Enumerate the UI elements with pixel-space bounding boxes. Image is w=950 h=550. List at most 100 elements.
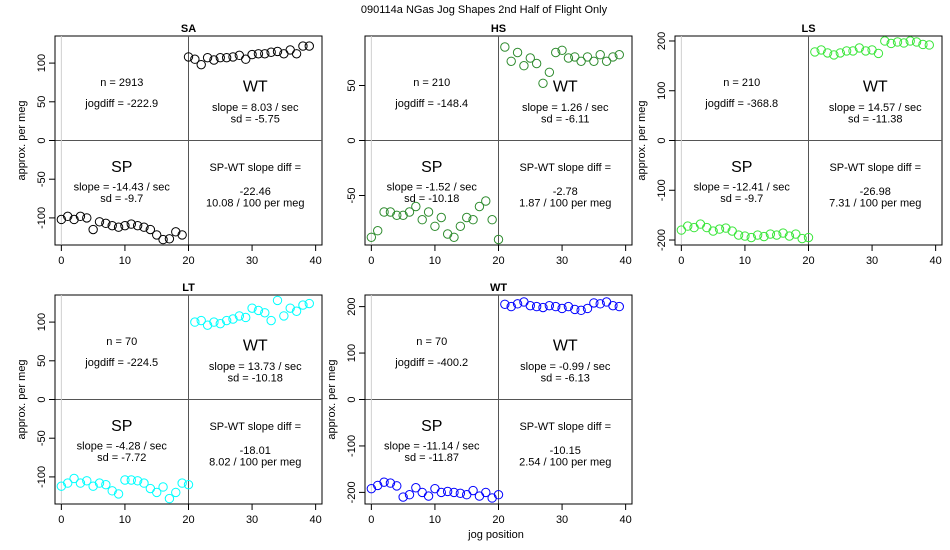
y-tick-label: 0	[36, 137, 48, 143]
y-tick-label: -100	[656, 179, 668, 201]
data-point	[525, 53, 535, 63]
data-point	[69, 214, 79, 225]
data-point	[487, 215, 497, 225]
data-point	[63, 478, 73, 488]
data-point	[260, 49, 270, 59]
data-point	[145, 224, 156, 235]
jogdiff-label: jogdiff = -368.8	[704, 98, 778, 110]
data-point	[544, 67, 555, 78]
sp-label: SP	[731, 159, 752, 176]
y-tick-label: -100	[346, 435, 358, 457]
data-point	[164, 493, 175, 504]
data-point	[714, 224, 725, 234]
data-point	[379, 477, 389, 487]
annotations: n = 2913 jogdiff = -222.9 WT slope = 8.03 /…	[74, 77, 305, 209]
data-point	[525, 300, 535, 311]
x-tick-label: 20	[802, 255, 814, 267]
x-tick-label: 20	[182, 514, 194, 526]
y-tick-label: 100	[36, 313, 48, 331]
data-point	[366, 232, 377, 243]
data-point	[589, 56, 599, 66]
data-point	[373, 480, 383, 491]
x-axis: 0 10 20 30 40	[368, 244, 632, 267]
data-point	[158, 482, 168, 492]
slope-diff-label: SP-WT slope diff =	[209, 421, 301, 433]
n-label: n = 210	[723, 77, 760, 89]
y-tick-label: -50	[36, 430, 48, 446]
data-point	[120, 220, 130, 231]
slope-diff-label: SP-WT slope diff =	[829, 162, 921, 174]
data-point	[132, 220, 143, 231]
wt-slope-label: slope = -0.99 / sec	[520, 361, 611, 373]
x-tick-label: 40	[620, 514, 632, 526]
data-point	[506, 56, 516, 66]
data-point	[854, 43, 865, 53]
data-point	[468, 215, 478, 225]
data-point	[88, 224, 98, 235]
x-tick-label: 10	[119, 514, 131, 526]
jogdiff-label: jogdiff = -222.9	[84, 98, 158, 110]
y-tick-label: 200	[656, 32, 668, 50]
y-tick-label: 100	[36, 54, 48, 72]
data-point	[563, 53, 574, 63]
data-point	[94, 478, 105, 488]
sp-label: SP	[421, 159, 442, 176]
data-points	[366, 297, 624, 503]
data-point	[810, 47, 820, 57]
data-point	[570, 52, 580, 62]
data-point	[531, 301, 542, 312]
x-tick-label: 20	[492, 255, 504, 267]
slope-diff-value: -18.01	[240, 445, 271, 457]
data-point	[202, 52, 213, 63]
data-point	[848, 46, 858, 56]
y-axis: -200 -100 0 100 200	[346, 297, 366, 503]
data-point	[695, 219, 706, 229]
data-point	[772, 230, 782, 240]
slope-diff-label: SP-WT slope diff =	[209, 162, 301, 174]
data-point	[918, 39, 928, 50]
data-point	[759, 231, 769, 242]
data-point	[487, 493, 497, 503]
y-tick-label: 0	[656, 137, 668, 143]
data-point	[373, 226, 383, 236]
sp-slope-label: slope = -14.43 / sec	[74, 182, 171, 194]
data-point	[563, 301, 574, 312]
sp-sd-label: sd = -10.18	[404, 193, 459, 205]
data-point	[595, 50, 605, 60]
data-point	[228, 314, 238, 324]
x-tick-label: 30	[866, 255, 878, 267]
x-tick-label: 20	[182, 255, 194, 267]
wt-label: WT	[863, 78, 888, 95]
data-point	[101, 479, 111, 490]
chart-panel-ls: LS 0 10 20 30 40 -200 -100 0 100 200 approx. per me…	[636, 23, 943, 267]
data-point	[829, 50, 839, 60]
data-point	[595, 299, 605, 309]
data-point	[266, 315, 276, 326]
sp-sd-label: sd = -9.7	[100, 193, 143, 205]
data-point	[113, 222, 124, 232]
wt-slope-label: slope = 13.73 / sec	[209, 361, 302, 373]
data-point	[582, 52, 593, 62]
data-point	[873, 48, 884, 59]
data-point	[500, 42, 510, 52]
data-point	[589, 298, 599, 308]
wt-label: WT	[243, 78, 268, 95]
data-point	[474, 491, 485, 501]
data-point	[880, 36, 890, 46]
data-point	[551, 301, 561, 312]
jogdiff-label: jogdiff = -148.4	[394, 98, 468, 110]
data-point	[107, 486, 117, 496]
slope-diff-value: -22.46	[240, 186, 271, 198]
data-point	[468, 485, 478, 496]
data-point	[746, 232, 756, 243]
data-point	[417, 215, 427, 225]
data-point	[113, 489, 124, 499]
data-point	[158, 234, 168, 245]
data-point	[94, 217, 105, 227]
data-point	[82, 213, 92, 223]
x-axis: 0 10 20 30 40	[678, 244, 942, 267]
y-tick-label: 0	[346, 137, 358, 143]
slope-diff-value: -26.98	[860, 186, 891, 198]
y-tick-label: -200	[656, 229, 668, 251]
x-tick-label: 30	[556, 514, 568, 526]
